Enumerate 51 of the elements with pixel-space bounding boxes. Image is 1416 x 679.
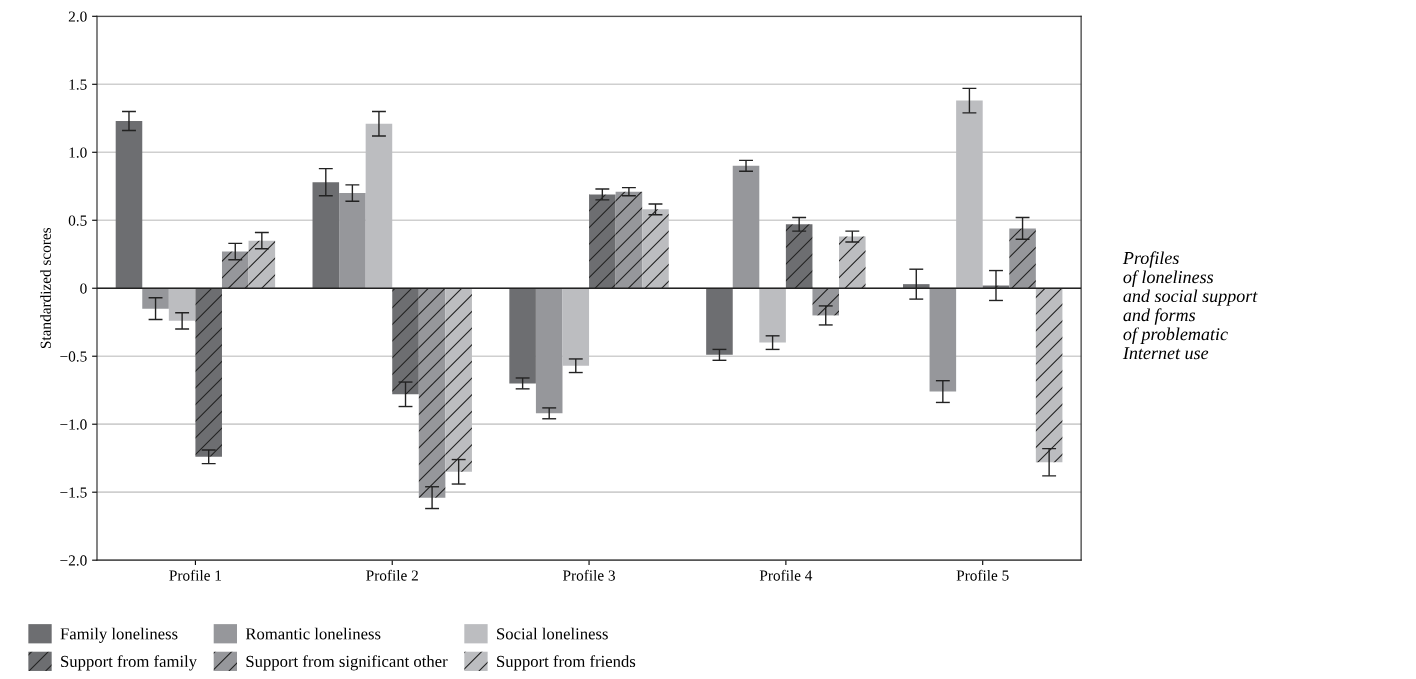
bar: [642, 209, 669, 289]
bar: [902, 284, 930, 289]
bar: [115, 120, 143, 289]
bar: [1009, 228, 1036, 289]
y-tick-label: −2.0: [60, 555, 87, 566]
bar: [759, 288, 786, 343]
y-tick-label: −1.0: [60, 419, 87, 430]
x-tick-label: Profile 2: [366, 569, 418, 581]
bar: [221, 251, 249, 289]
bar: [248, 240, 276, 289]
y-tick-label: 1.5: [69, 79, 87, 90]
bar: [168, 288, 196, 321]
bar: [339, 193, 366, 289]
bar: [562, 288, 590, 366]
y-tick-label: −1.5: [60, 487, 87, 498]
legend-label: Support from significant other: [246, 655, 448, 671]
bar: [589, 194, 616, 289]
bar: [956, 100, 983, 289]
bar: [509, 288, 536, 384]
bar: [445, 288, 472, 472]
bar: [732, 165, 760, 289]
bar: [839, 236, 866, 289]
legend-label: Social loneliness: [497, 627, 608, 640]
bar: [142, 288, 169, 309]
y-tick-label: 0: [80, 283, 87, 294]
y-tick-label: 0.5: [68, 215, 87, 226]
legend-label: Support from family: [61, 655, 197, 671]
legend-label: Family loneliness: [60, 627, 178, 643]
bar: [615, 191, 643, 289]
x-tick-label: Profile 3: [562, 569, 615, 581]
y-tick-label: −0.5: [60, 351, 87, 362]
x-tick-label: Profile 5: [956, 569, 1009, 581]
bar: [365, 123, 393, 289]
text: Profiles of loneliness and social support and forms of problematic Internet use: [1122, 251, 1258, 360]
bar: [1035, 288, 1063, 463]
y-tick-label: 2.0: [68, 11, 87, 22]
y-axis-title: Standardized scores: [40, 227, 51, 349]
bar: [706, 288, 733, 355]
x-tick-label: Profile 1: [169, 569, 222, 581]
legend-label: Romantic loneliness: [245, 627, 381, 640]
bar: [812, 288, 840, 316]
bar: [312, 182, 340, 289]
bar: [535, 288, 563, 414]
bar: [392, 288, 419, 395]
bar: [785, 224, 813, 289]
x-tick-label: Profile 4: [759, 569, 813, 581]
bar: [195, 288, 222, 457]
bar: [418, 288, 446, 498]
bar: [929, 288, 957, 392]
y-tick-label: 1.0: [69, 147, 87, 158]
legend-label: Support from friends: [497, 655, 636, 671]
